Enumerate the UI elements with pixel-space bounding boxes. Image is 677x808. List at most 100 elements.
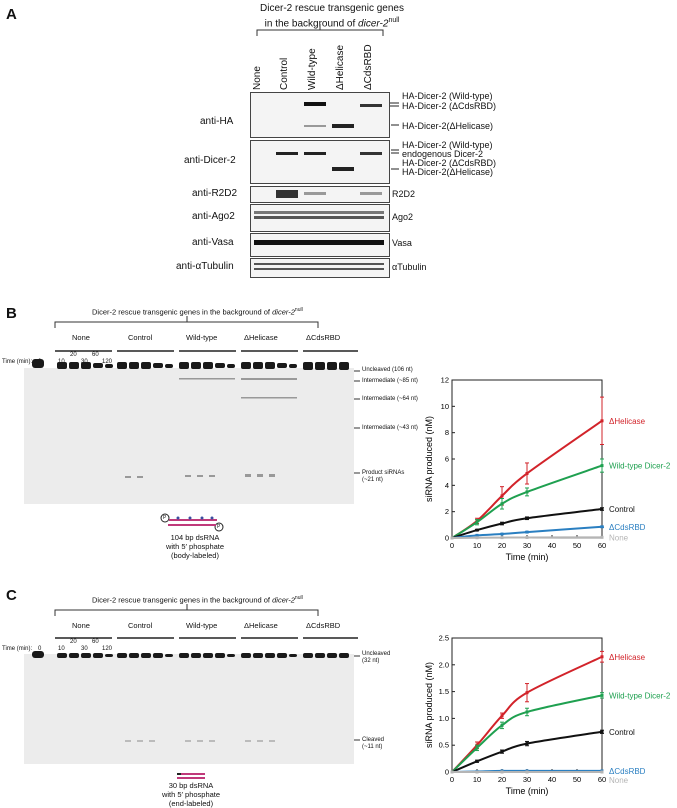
band-label-vasa: Vasa — [392, 238, 412, 248]
data-point — [525, 516, 529, 520]
panel-letter-c: C — [6, 587, 17, 604]
data-point — [500, 502, 504, 506]
data-point — [525, 490, 529, 494]
c-substrate-line1: 30 bp dsRNA — [168, 781, 214, 790]
row-label-anti-r2d2: anti-R2D2 — [192, 188, 238, 199]
data-point — [525, 471, 529, 475]
data-point — [500, 536, 504, 540]
panel-c-header-gene: dicer-2 — [272, 595, 295, 605]
b-band-product-size: (~21 nt) — [362, 477, 383, 483]
band-label-d2-wt: HA-Dicer-2 (Wild-type) — [402, 140, 493, 150]
x-tick-label: 50 — [573, 541, 581, 550]
c-group-helicase: ΔHelicase — [244, 621, 278, 630]
data-point — [450, 536, 454, 540]
data-point — [500, 723, 504, 727]
panel-a-header-line2-wrap: in the background of dicer-2null — [232, 15, 432, 30]
x-tick-label: 40 — [548, 541, 556, 550]
panel-letter-a: A — [6, 6, 17, 23]
series-label: ΔHelicase — [609, 417, 646, 426]
panel-c-header-sup: null — [294, 595, 303, 601]
b-substrate-p5: P — [163, 515, 167, 521]
b-band-int-64: Intermediate (~64 nt) — [362, 396, 418, 402]
gel-panel-b — [24, 368, 354, 504]
y-tick-label: 1.0 — [439, 714, 449, 723]
b-time-20: 20 — [70, 352, 77, 358]
x-tick-label: 60 — [598, 775, 606, 784]
panel-a-header-sup: null — [388, 17, 400, 24]
band-label-ha-cdsrbd: HA-Dicer-2 (ΔCdsRBD) — [402, 101, 497, 111]
row-label-anti-vasa: anti-Vasa — [192, 237, 234, 248]
panel-b-header-text: Dicer-2 rescue transgenic genes in the b… — [92, 307, 271, 317]
b-substrate-line3: (body-labeled) — [171, 551, 219, 560]
c-band-cleaved: Cleaved — [362, 737, 385, 743]
c-time-120: 120 — [102, 646, 113, 652]
x-axis-label: Time (min) — [506, 552, 549, 562]
series-label: None — [609, 533, 629, 542]
plot-frame — [451, 637, 603, 773]
data-point — [475, 533, 479, 537]
b-time-label: Time (min): — [2, 359, 33, 365]
data-point — [600, 507, 604, 511]
panel-letter-b: B — [6, 305, 17, 322]
band-label-r2d2: R2D2 — [392, 189, 416, 199]
data-point — [525, 691, 529, 695]
data-point — [500, 750, 504, 754]
panel-b-header-sup: null — [294, 307, 303, 313]
x-tick-label: 60 — [598, 541, 606, 550]
b-group-helicase: ΔHelicase — [244, 333, 278, 342]
data-point — [475, 528, 479, 532]
y-tick-label: 2 — [445, 507, 449, 516]
c-time-label: Time (min): — [2, 646, 33, 652]
x-tick-label: 30 — [523, 775, 531, 784]
data-point — [600, 525, 604, 529]
y-tick-label: 10 — [441, 402, 449, 411]
c-substrate-line2: with 5′ phosphate — [161, 790, 221, 799]
c-time-10: 10 — [58, 646, 65, 652]
x-axis-label: Time (min) — [506, 786, 549, 796]
series-label: Control — [609, 505, 635, 514]
c-time-20: 20 — [70, 639, 77, 645]
data-point — [450, 770, 454, 774]
series-label: ΔCdsRBD — [609, 767, 646, 776]
panel-a-header-line2: in the background of — [264, 18, 356, 30]
band-label-ago2: Ago2 — [392, 212, 414, 222]
b-substrate-p3: P — [217, 524, 221, 530]
y-tick-label: 0.5 — [439, 741, 449, 750]
panel-c-header: Dicer-2 rescue transgenic genes in the b… — [92, 594, 303, 605]
panel-a-header-line1: Dicer-2 rescue transgenic genes — [260, 3, 404, 14]
c-group-cdsrbd: ΔCdsRBD — [306, 621, 341, 630]
b-substrate-line1: 104 bp dsRNA — [170, 533, 220, 542]
b-time-60: 60 — [92, 352, 99, 358]
c-group-control: Control — [128, 621, 153, 630]
y-tick-label: 0 — [445, 768, 449, 777]
y-tick-label: 4 — [445, 481, 449, 490]
c-band-uncleaved: Uncleaved — [362, 651, 391, 657]
data-point — [600, 535, 604, 539]
band-label-d2-helicase: HA-Dicer-2(ΔHelicase) — [402, 167, 494, 177]
data-point — [525, 535, 529, 539]
c-band-uncleaved-size: (32 nt) — [362, 658, 380, 664]
x-tick-label: 10 — [473, 541, 481, 550]
panel-a-header: Dicer-2 rescue transgenic genes in the b… — [232, 3, 432, 30]
x-tick-label: 0 — [450, 541, 454, 550]
data-point — [475, 770, 479, 774]
b-time-120: 120 — [102, 359, 113, 365]
band-label-d2-endogenous: endogenous Dicer-2 — [402, 149, 484, 159]
data-point — [600, 693, 604, 697]
data-point — [475, 520, 479, 524]
c-substrate-caption: 30 bp dsRNA with 5′ phosphate (end-label… — [146, 781, 236, 808]
data-point — [500, 494, 504, 498]
y-tick-label: 12 — [441, 376, 449, 385]
series-label: Wild-type Dicer-2 — [609, 691, 671, 700]
data-point — [475, 759, 479, 763]
chart-b-siRNA: 0 10 20 30 40 50 60 0 2 4 6 8 10 12 Time (min) siRNA pr… — [424, 376, 671, 563]
b-band-uncleaved: Uncleaved (106 nt) — [362, 367, 413, 373]
blot-anti-ha — [250, 92, 390, 138]
data-point — [600, 419, 604, 423]
data-point — [475, 746, 479, 750]
c-group-wild-type: Wild-type — [186, 621, 218, 630]
